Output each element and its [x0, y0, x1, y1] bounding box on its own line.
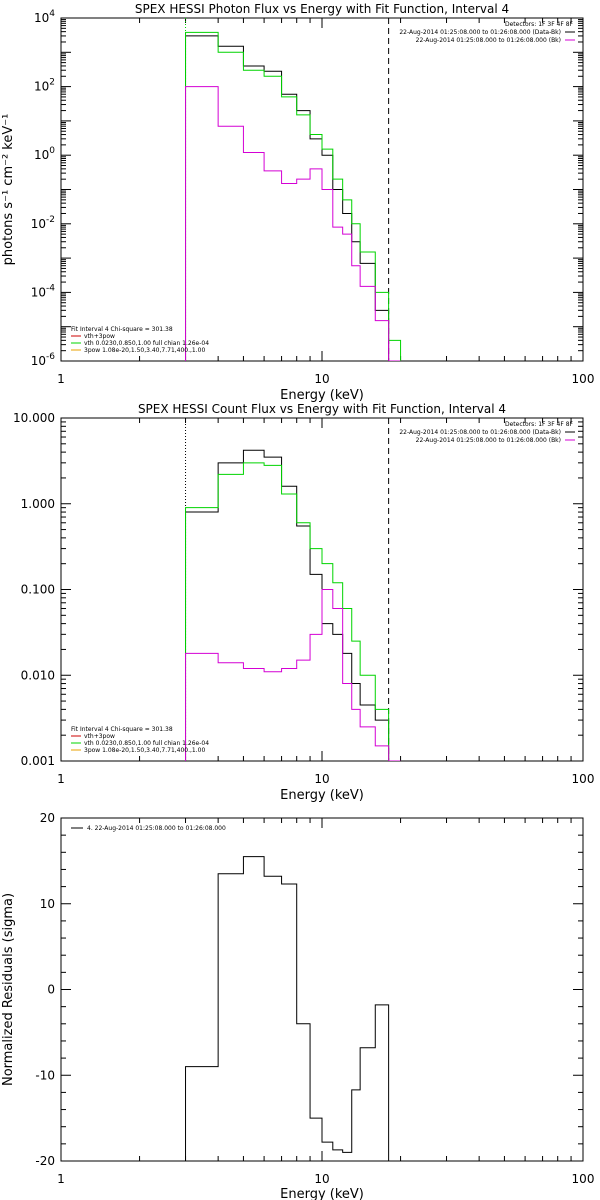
y-axis: 10.000 1.000 0.100 0.010 0.001 [13, 411, 583, 768]
legend-header: Detectors: 1F 3F 4F 8F [505, 421, 574, 428]
x-axis-label: Energy (keV) [280, 1187, 364, 1200]
chart-panel-1: SPEX HESSI Photon Flux vs Energy with Fi… [1, 2, 594, 403]
x-axis-label: Energy (keV) [280, 388, 364, 403]
y-axis: 104 102 100 10-2 10-4 10-6 [31, 9, 583, 368]
plot-frame [60, 817, 584, 1162]
legend-entry: 22-Aug-2014 01:25:08.000 to 01:26:08.000… [416, 437, 561, 444]
legend-header: Detectors: 1F 3F 4F 8F [505, 21, 574, 28]
y-tick-label: -20 [35, 1154, 55, 1168]
y-axis: 20 10 0 -10 -20 [35, 811, 583, 1168]
x-tick-label: 10 [314, 1172, 329, 1186]
legend-entry: 22-Aug-2014 01:25:08.000 to 01:26:08.000… [399, 29, 561, 36]
x-tick-label: 1 [57, 372, 65, 386]
y-axis-label: Normalized Residuals (sigma) [1, 893, 16, 1086]
y-tick-label: 10-6 [31, 352, 56, 368]
x-tick-label: 1 [57, 772, 65, 786]
y-tick-label: 104 [34, 9, 55, 25]
series-line-black [185, 35, 401, 361]
fit-legend-entry: 3pow 1.08e-20,1.50,3.40,7.71,400.,1.00 [84, 747, 205, 754]
series-line-green [185, 462, 401, 761]
x-tick-label: 100 [572, 1172, 595, 1186]
chart-title: SPEX HESSI Photon Flux vs Energy with Fi… [135, 2, 509, 16]
y-tick-label: 10.000 [13, 411, 55, 425]
y-tick-label: 20 [40, 811, 55, 825]
x-axis: 1 10 100 [57, 418, 594, 786]
x-tick-label: 1 [57, 1172, 65, 1186]
x-axis: 1 10 100 [57, 18, 594, 386]
fit-legend-entry: vth 0.0230,0.850,1.00 full chian 1.26e-0… [84, 740, 209, 747]
y-tick-label: 10 [40, 897, 55, 911]
fit-legend-entry: vth+3pow [84, 333, 115, 340]
series-line-black [185, 449, 401, 761]
legend-entry: 4. 22-Aug-2014 01:25:08.000 to 01:26:08.… [87, 825, 226, 832]
chart-title: SPEX HESSI Count Flux vs Energy with Fit… [138, 402, 506, 416]
chart-panel-2: SPEX HESSI Count Flux vs Energy with Fit… [13, 402, 594, 803]
legend-entry: 22-Aug-2014 01:25:08.000 to 01:26:08.000… [416, 37, 561, 44]
x-axis-label: Energy (keV) [280, 788, 364, 803]
x-tick-label: 10 [314, 772, 329, 786]
x-tick-label: 10 [314, 372, 329, 386]
y-tick-label: 10-4 [31, 283, 56, 299]
fit-legend-entry: 3pow 1.08e-20,1.50,3.40,7.71,400.,1.00 [84, 347, 205, 354]
y-axis-label: photons s⁻¹ cm⁻² keV⁻¹ [1, 114, 16, 266]
fit-legend-entry: vth+3pow [84, 733, 115, 740]
y-tick-label: 0.100 [21, 583, 55, 597]
fit-legend: Fit Interval 4 Chi-square = 301.38vth+3p… [71, 326, 209, 354]
fit-legend-entry: vth 0.0230,0.850,1.00 full chian 1.26e-0… [84, 340, 209, 347]
x-tick-label: 100 [572, 372, 595, 386]
y-tick-label: 100 [34, 146, 55, 162]
series-line-black [185, 856, 390, 1161]
fit-legend-header: Fit Interval 4 Chi-square = 301.38 [71, 326, 173, 333]
fit-legend: Fit Interval 4 Chi-square = 301.38vth+3p… [71, 726, 209, 754]
series-line-magenta [185, 589, 401, 761]
x-tick-label: 100 [572, 772, 595, 786]
y-tick-label: -10 [35, 1068, 55, 1082]
y-tick-label: 0.001 [21, 754, 55, 768]
x-axis: 1 10 100 [57, 818, 594, 1186]
legend-entry: 22-Aug-2014 01:25:08.000 to 01:26:08.000… [399, 429, 561, 436]
fit-legend-header: Fit Interval 4 Chi-square = 301.38 [71, 726, 173, 733]
y-tick-label: 10-2 [31, 215, 55, 231]
top-legend: 4. 22-Aug-2014 01:25:08.000 to 01:26:08.… [71, 825, 226, 832]
series-line-magenta [185, 86, 401, 361]
y-tick-label: 1.000 [21, 497, 55, 511]
y-tick-label: 0.010 [21, 668, 55, 682]
series-line-green [185, 31, 402, 361]
y-tick-label: 0 [47, 983, 55, 997]
y-tick-label: 102 [34, 78, 55, 94]
